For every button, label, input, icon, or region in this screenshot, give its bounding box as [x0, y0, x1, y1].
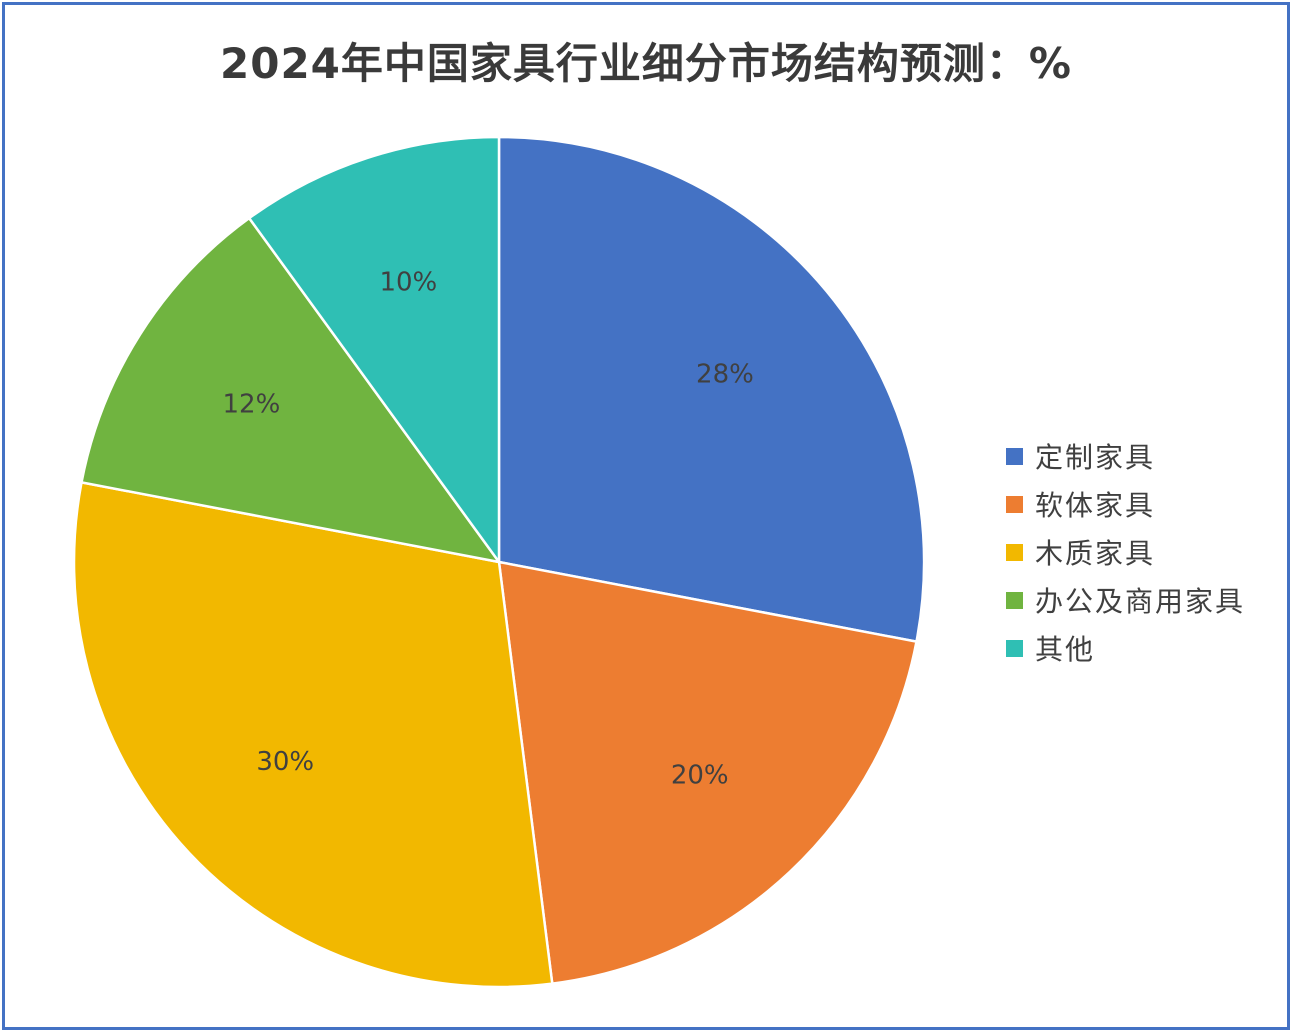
data-label-wooden: 30% [256, 747, 314, 777]
data-label-office-commercial: 12% [223, 389, 281, 419]
pie-slice-upholstered [497, 560, 918, 986]
legend-item-upholstered: 软体家具 [1006, 480, 1245, 528]
legend-swatch [1006, 591, 1023, 609]
legend-item-custom: 定制家具 [1006, 432, 1245, 480]
legend-label: 办公及商用家具 [1035, 585, 1246, 618]
legend-swatch [1006, 447, 1023, 465]
legend-label: 软体家具 [1035, 489, 1156, 522]
data-label-other: 10% [379, 268, 437, 298]
legend-label: 定制家具 [1035, 441, 1156, 474]
legend-swatch [1006, 495, 1023, 513]
data-label-upholstered: 20% [671, 760, 729, 790]
legend-item-other: 其他 [1006, 624, 1245, 672]
legend-swatch [1006, 639, 1023, 657]
legend-swatch [1006, 543, 1023, 561]
chart-title: 2024年中国家具行业细分市场结构预测：% [220, 39, 1072, 88]
legend: 定制家具软体家具木质家具办公及商用家具 其他 [1006, 432, 1245, 672]
pie-slice-custom [497, 135, 926, 644]
legend-item-wooden: 木质家具 [1006, 528, 1245, 576]
data-label-custom: 28% [696, 360, 754, 390]
pie-slice-office-commercial [80, 216, 502, 564]
pie-slice-wooden [72, 480, 554, 989]
legend-label: 其他 [1035, 633, 1096, 666]
pie-slice-other [247, 135, 501, 566]
legend-item-office-commercial: 办公及商用家具 [1006, 576, 1245, 624]
legend-label: 木质家具 [1035, 537, 1156, 570]
